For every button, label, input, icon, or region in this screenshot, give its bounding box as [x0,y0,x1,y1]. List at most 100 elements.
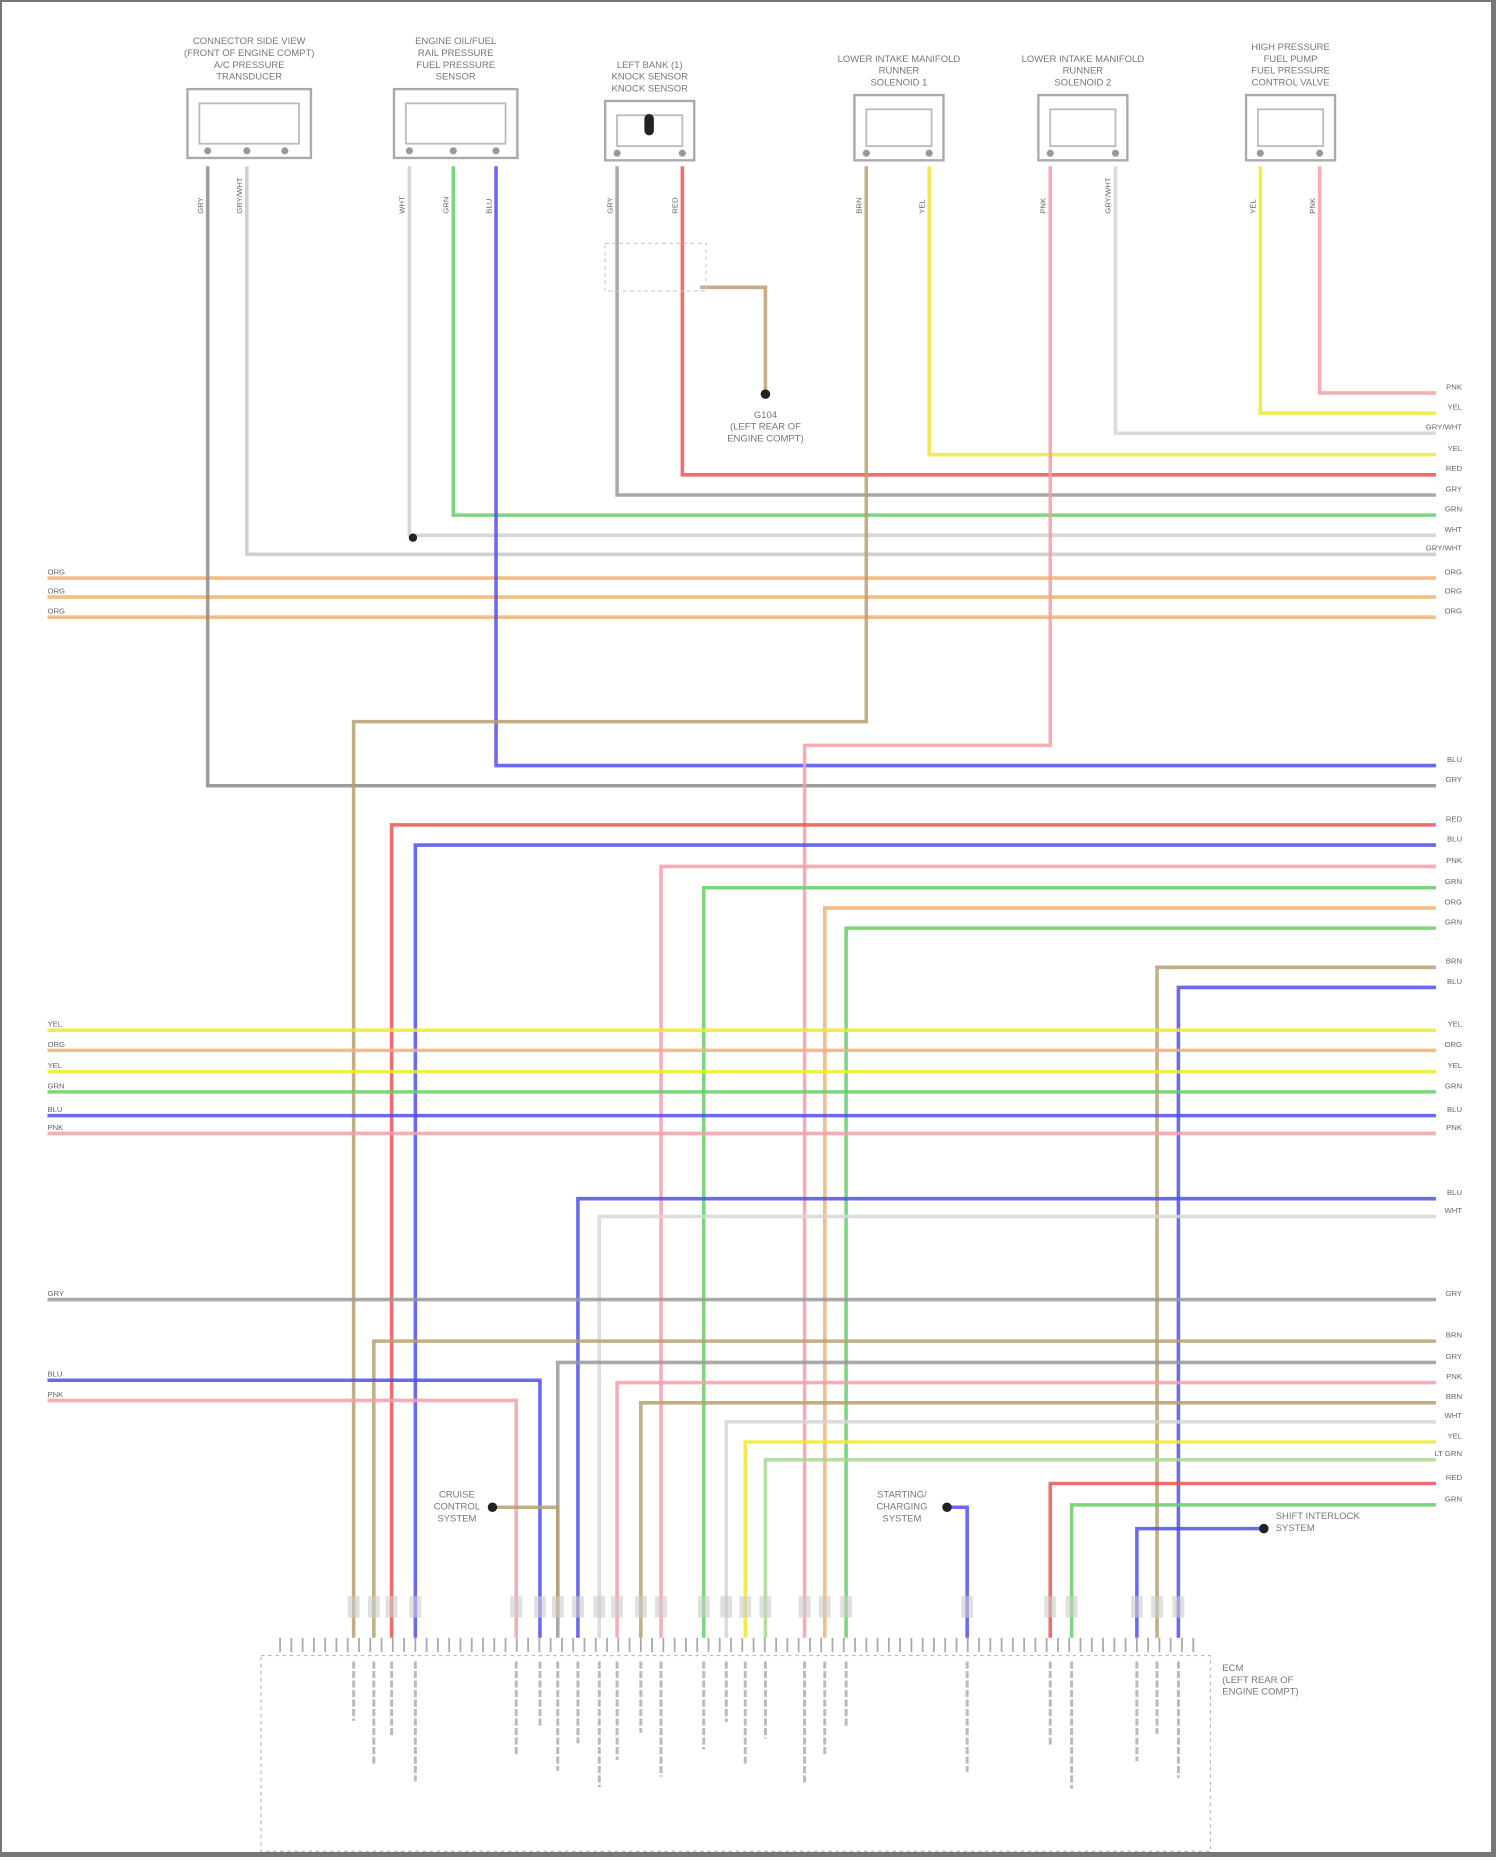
wire-color-code: YEL [1447,1020,1462,1029]
wire-wht [597,1214,1436,1638]
wire-blu [576,1196,1436,1638]
wire-grn [451,166,1436,517]
wire-wht [724,1420,1436,1638]
connector-tag [1151,1596,1163,1618]
connector-tag [818,1596,831,1618]
wire-color-code: PNK [47,1123,64,1132]
connector-tag [551,1596,564,1618]
wire-color-code: YEL [1447,444,1462,453]
system-label-starting-charging[interactable]: CHARGING [876,1502,927,1513]
wire-color-code: GRN [442,197,451,214]
pin [1316,149,1324,157]
wire-color-code: PNK [1446,1372,1463,1381]
component-label: HIGH PRESSURE [1251,42,1330,53]
wire-brn [1155,965,1436,1638]
pin [492,147,500,155]
component-label: TRANSDUCER [216,72,282,83]
pin [1111,149,1120,157]
connector-tag [409,1596,422,1618]
wire-color-code: PNK [1308,197,1317,214]
wire-lt-grn [763,1457,1436,1638]
wire-color-code: GRY [1445,484,1462,493]
wire-color-code: ORG [47,1040,65,1049]
pin [449,147,457,155]
wire-color-code: BRN [855,197,864,213]
components-layer: CONNECTOR SIDE VIEW(FRONT OF ENGINE COMP… [184,36,1361,1852]
connector-inner [865,108,933,147]
connector-box [1244,93,1337,162]
ground-label: G104 [754,410,777,421]
wire-color-code: BLU [1447,1188,1462,1197]
wire-blu [1176,985,1436,1638]
ecm-label: ENGINE COMPT) [1222,1687,1298,1698]
connector-tag [510,1596,523,1618]
ground-icon [760,389,771,399]
system-label-starting-charging[interactable]: SYSTEM [882,1513,921,1524]
component-label: RUNNER [879,66,920,77]
wire-color-code: RED [1446,1473,1463,1482]
wire-color-code: BLU [484,199,493,214]
component-label: SOLENOID 2 [1054,78,1111,89]
connector-box [186,87,313,160]
wire-color-code: ORG [47,607,65,616]
system-connection-icon [1259,1523,1269,1534]
system-label-cruise-control[interactable]: CRUISE [439,1490,475,1501]
wire-color-code: BLU [1447,755,1462,764]
wire-brn [700,285,768,395]
shield-box [604,242,707,292]
connector-tag [759,1596,772,1618]
wire-yel [743,1440,1436,1638]
wire-color-code: GRY/WHT [1104,177,1113,214]
wire-color-code: ORG [1444,1040,1462,1049]
component-label: FUEL PRESSURE [416,60,495,71]
wire-red [1048,1481,1436,1638]
wire-org [822,906,1436,1638]
system-label-cruise-control[interactable]: SYSTEM [437,1513,476,1524]
wire-color-code: RED [1446,814,1463,823]
wire-color-code: GRN [1445,918,1462,927]
wire-color-code: WHT [1444,1206,1462,1215]
ground-label: ENGINE COMPT) [727,434,803,445]
wire-color-code: BRN [1446,957,1462,966]
system-connection-icon [942,1502,952,1512]
wire-color-code: GRY [196,197,205,214]
wire-color-code: GRN [47,1081,64,1090]
wire-color-code: GRN [1445,877,1462,886]
connector-inner [1257,108,1325,147]
system-label-starting-charging[interactable]: STARTING/ [877,1490,927,1501]
wire-grn [844,926,1436,1638]
connector-tag [720,1596,733,1618]
wire-color-code: BLU [1447,977,1462,986]
wire-color-code: RED [671,197,680,214]
component-label: LEFT BANK (1) [617,60,683,71]
component-label: FUEL PRESSURE [1251,66,1330,77]
wire-color-code: PNK [1446,1123,1463,1132]
wire-color-code: GRY/WHT [235,177,244,214]
wire-color-code: GRY [605,197,614,214]
wire-color-code: YEL [1447,403,1462,412]
connector-inner [404,102,507,145]
system-label-shift-interlock[interactable]: SHIFT INTERLOCK [1276,1511,1361,1522]
component-label: LOWER INTAKE MANIFOLD [1022,54,1145,65]
wire-grn [701,885,1436,1638]
wire-color-code: BLU [1447,1105,1462,1114]
component-label: FUEL PUMP [1264,54,1318,65]
wire-color-code: BLU [1447,834,1462,843]
system-label-shift-interlock[interactable]: SYSTEM [1276,1523,1315,1534]
system-label-cruise-control[interactable]: CONTROL [434,1502,480,1513]
wire-blu [47,1378,542,1638]
wire-color-code: WHT [1444,525,1462,534]
wire-grn [1069,1503,1436,1638]
system-connection-icon [487,1502,498,1512]
component-label: RUNNER [1063,66,1104,77]
wire-color-code: YEL [1249,198,1258,213]
wire-color-code: GRY [1445,775,1462,784]
wire-pnk [802,166,1053,1638]
connector-tag [798,1596,811,1618]
connector-box [853,93,945,162]
wire-gry [615,166,1436,497]
